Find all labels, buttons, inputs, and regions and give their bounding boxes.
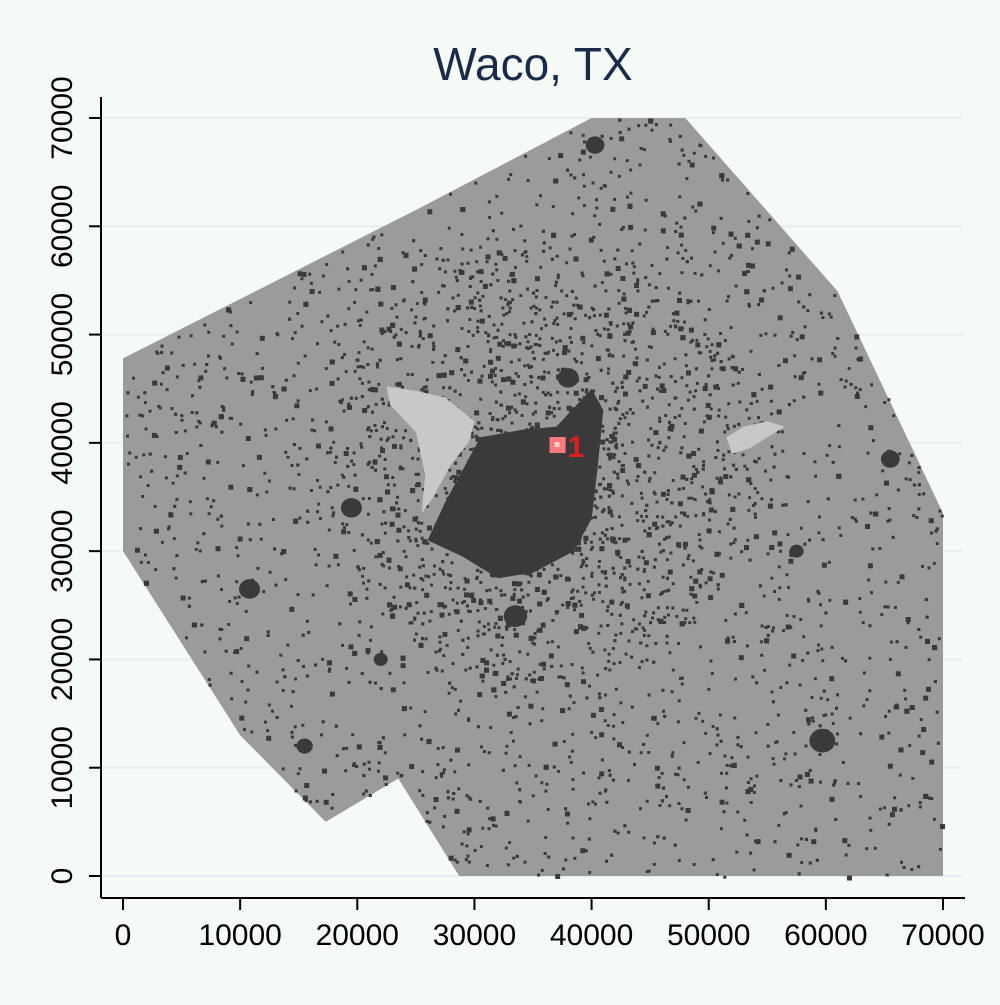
- x-tick-label: 50000: [667, 919, 750, 952]
- x-tick-label: 30000: [433, 919, 516, 952]
- y-tick-label: 0: [46, 868, 79, 885]
- x-tick-label: 60000: [784, 919, 867, 952]
- y-tick-label: 60000: [46, 185, 79, 268]
- y-tick-label: 40000: [46, 401, 79, 484]
- settlement-cluster-3: [880, 450, 900, 468]
- y-tick-label: 30000: [46, 509, 79, 592]
- y-tick-label: 20000: [46, 618, 79, 701]
- settlement-cluster-10: [373, 652, 388, 666]
- x-tick-label: 70000: [901, 919, 984, 952]
- y-tick-label: 50000: [46, 293, 79, 376]
- settlement-cluster-0: [238, 579, 261, 599]
- x-tick-label: 0: [115, 919, 132, 952]
- y-tick-label: 70000: [46, 76, 79, 159]
- x-tick-label: 20000: [316, 919, 399, 952]
- settlement-cluster-4: [340, 498, 362, 518]
- y-tick-label: 10000: [46, 726, 79, 809]
- lake-region-0: [386, 386, 475, 514]
- point-label: 1: [568, 431, 585, 464]
- developed-pixel-texture: [125, 118, 945, 881]
- x-tick-label: 40000: [550, 919, 633, 952]
- chart-title: Waco, TX: [433, 38, 632, 90]
- settlement-cluster-6: [503, 605, 528, 627]
- settlement-cluster-8: [296, 738, 313, 754]
- settlement-cluster-1: [585, 136, 605, 154]
- highlight-marker-center: [554, 442, 560, 448]
- lake-region-1: [726, 421, 785, 454]
- axis-layer: 0 10000 20000 30000 40000 50000 60000 70000 0 100…: [46, 76, 985, 952]
- map-layer: 1: [123, 118, 945, 881]
- x-tick-label: 10000: [198, 919, 281, 952]
